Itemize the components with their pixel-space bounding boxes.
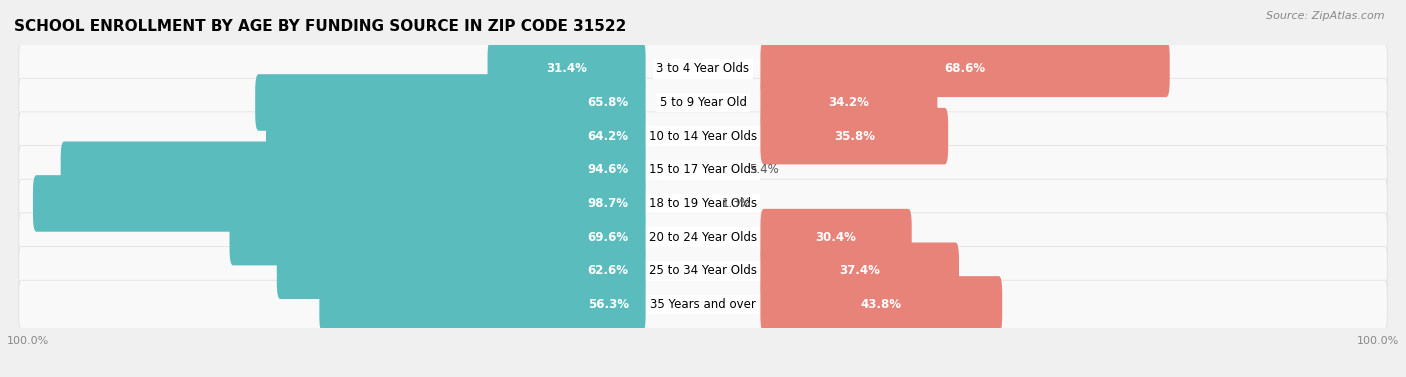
Text: 3 to 4 Year Olds: 3 to 4 Year Olds	[657, 62, 749, 75]
FancyBboxPatch shape	[60, 141, 645, 198]
Text: 62.6%: 62.6%	[588, 264, 628, 277]
Text: 43.8%: 43.8%	[860, 298, 901, 311]
Text: 94.6%: 94.6%	[588, 163, 628, 176]
FancyBboxPatch shape	[18, 112, 1388, 160]
Text: 10 to 14 Year Olds: 10 to 14 Year Olds	[650, 130, 756, 143]
FancyBboxPatch shape	[18, 44, 1388, 93]
Text: 15 to 17 Year Olds: 15 to 17 Year Olds	[650, 163, 756, 176]
FancyBboxPatch shape	[761, 276, 1002, 333]
Text: 68.6%: 68.6%	[945, 62, 986, 75]
Text: 5 to 9 Year Old: 5 to 9 Year Old	[659, 96, 747, 109]
Text: 35 Years and over: 35 Years and over	[650, 298, 756, 311]
FancyBboxPatch shape	[18, 78, 1388, 127]
Text: 69.6%: 69.6%	[588, 231, 628, 244]
FancyBboxPatch shape	[18, 146, 1388, 194]
Text: 18 to 19 Year Olds: 18 to 19 Year Olds	[650, 197, 756, 210]
FancyBboxPatch shape	[761, 41, 1170, 97]
Text: 56.3%: 56.3%	[588, 298, 628, 311]
Text: 98.7%: 98.7%	[588, 197, 628, 210]
FancyBboxPatch shape	[319, 276, 645, 333]
FancyBboxPatch shape	[488, 41, 645, 97]
Text: 20 to 24 Year Olds: 20 to 24 Year Olds	[650, 231, 756, 244]
Text: 65.8%: 65.8%	[588, 96, 628, 109]
Text: 30.4%: 30.4%	[815, 231, 856, 244]
FancyBboxPatch shape	[18, 247, 1388, 295]
Text: Source: ZipAtlas.com: Source: ZipAtlas.com	[1267, 11, 1385, 21]
FancyBboxPatch shape	[277, 242, 645, 299]
Text: 5.4%: 5.4%	[749, 163, 779, 176]
FancyBboxPatch shape	[229, 209, 645, 265]
Text: 31.4%: 31.4%	[546, 62, 586, 75]
FancyBboxPatch shape	[761, 209, 911, 265]
FancyBboxPatch shape	[32, 175, 645, 232]
FancyBboxPatch shape	[18, 280, 1388, 329]
Text: 35.8%: 35.8%	[834, 130, 875, 143]
Text: 37.4%: 37.4%	[839, 264, 880, 277]
FancyBboxPatch shape	[761, 74, 938, 131]
FancyBboxPatch shape	[761, 108, 948, 164]
FancyBboxPatch shape	[266, 108, 645, 164]
Text: 25 to 34 Year Olds: 25 to 34 Year Olds	[650, 264, 756, 277]
FancyBboxPatch shape	[18, 213, 1388, 261]
FancyBboxPatch shape	[761, 242, 959, 299]
Text: SCHOOL ENROLLMENT BY AGE BY FUNDING SOURCE IN ZIP CODE 31522: SCHOOL ENROLLMENT BY AGE BY FUNDING SOUR…	[14, 19, 627, 34]
Text: 64.2%: 64.2%	[588, 130, 628, 143]
FancyBboxPatch shape	[256, 74, 645, 131]
Text: 34.2%: 34.2%	[828, 96, 869, 109]
Text: 1.3%: 1.3%	[721, 197, 752, 210]
FancyBboxPatch shape	[18, 179, 1388, 228]
